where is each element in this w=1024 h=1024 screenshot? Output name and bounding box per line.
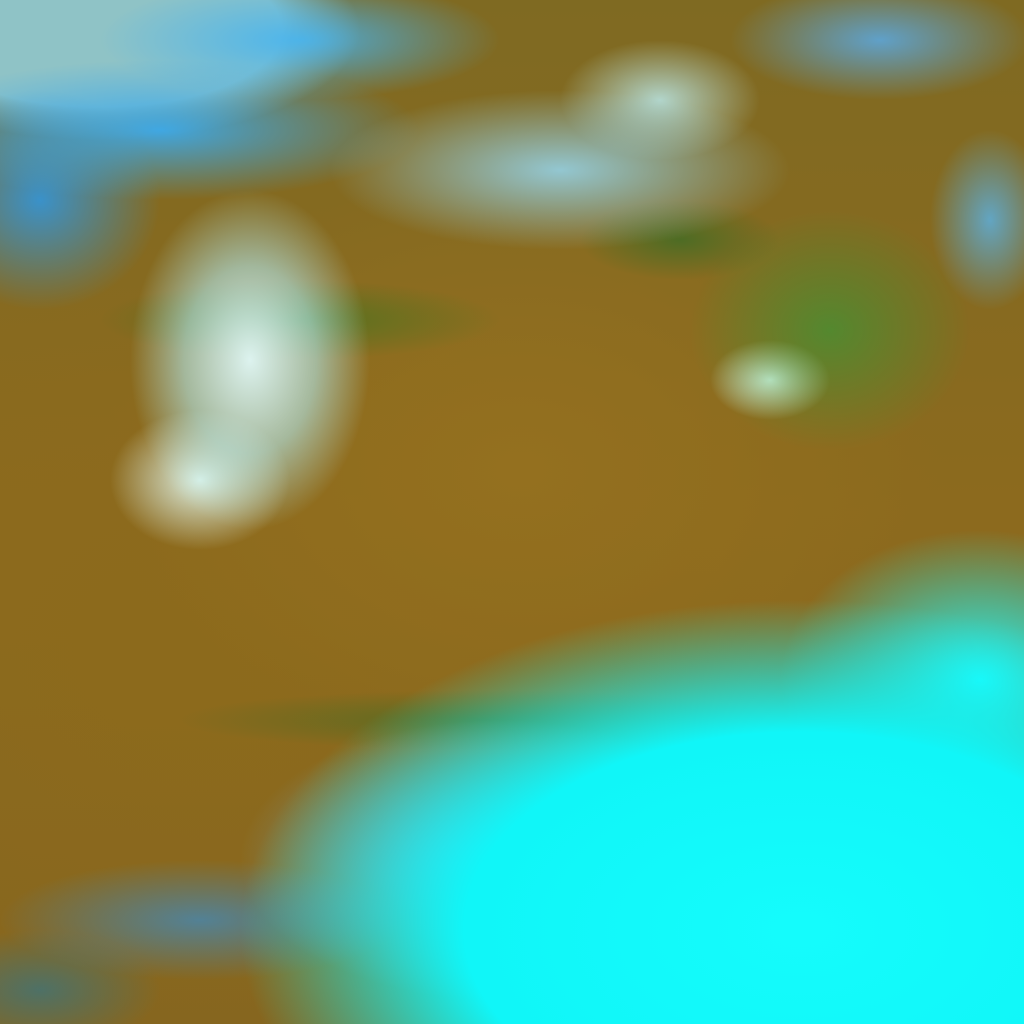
vegetation-patches <box>0 0 1024 1024</box>
satellite-image <box>0 0 1024 1024</box>
snow-covered-ridges <box>0 0 1024 1024</box>
northwest-mountain-ridge <box>0 0 1024 1024</box>
southern-snow-blue <box>0 0 1024 1024</box>
sea-region <box>0 0 1024 1024</box>
northeast-clouds <box>0 0 1024 1024</box>
southeast-snow-field <box>0 0 1024 1024</box>
